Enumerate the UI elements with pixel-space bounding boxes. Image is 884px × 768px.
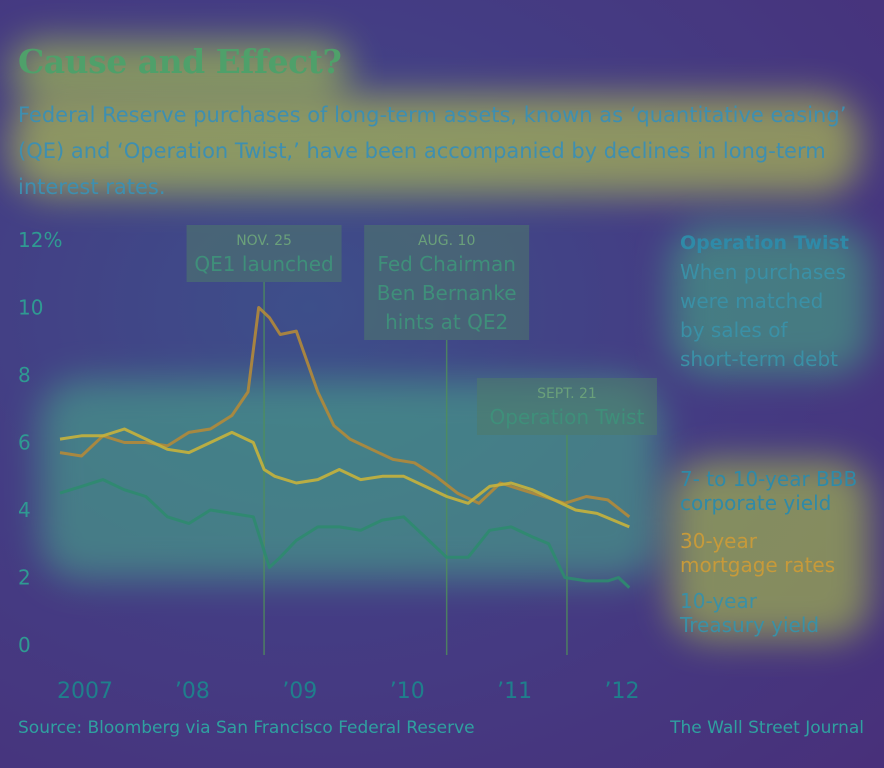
annotation-box (476, 378, 657, 435)
x-tick-label: ’12 (605, 679, 640, 704)
source-note: Source: Bloomberg via San Francisco Fede… (18, 718, 475, 738)
legend-entry-corporate: corporate yield (680, 491, 831, 515)
y-tick-label: 2 (18, 566, 31, 590)
annotation-text: QE1 launched (194, 252, 333, 276)
x-tick-label: 2007 (57, 679, 113, 704)
y-tick-label: 8 (18, 363, 31, 387)
x-tick-label: ’11 (497, 679, 532, 704)
series-line-corporate (59, 306, 631, 518)
annotation-date: AUG. 10 (418, 233, 475, 249)
x-tick-label: ’10 (390, 679, 425, 704)
annotation-date: SEPT. 21 (537, 386, 597, 402)
x-tick-label: ’09 (282, 679, 317, 704)
series-line-mortgage (59, 427, 630, 529)
series-line-treasury (59, 478, 631, 589)
sidebar-line-2: were matched (680, 289, 823, 313)
sidebar-line-3: by sales of (680, 318, 788, 342)
chart-subtitle: Federal Reserve purchases of long-term a… (18, 103, 847, 199)
y-tick-label: 12% (18, 228, 62, 252)
legend-entry-corporate: 7- to 10-year BBB (680, 467, 857, 491)
legend-entry-mortgage: 30-year (680, 529, 758, 553)
annotation-box (364, 225, 530, 340)
x-tick-label: ’08 (175, 679, 210, 704)
annotation-text: Operation Twist (489, 405, 644, 429)
y-tick-label: 0 (18, 633, 31, 657)
legend-entry-treasury: Treasury yield (679, 613, 819, 637)
legend-entry-mortgage: mortgage rates (680, 553, 835, 577)
annotation-text: Fed Chairman (377, 252, 516, 276)
annotation-text: Ben Bernanke (377, 281, 517, 305)
annotation-date: NOV. 25 (236, 233, 292, 249)
legend-entry-treasury: 10-year (680, 589, 758, 613)
annotation-text: hints at QE2 (385, 310, 508, 334)
y-tick-label: 6 (18, 431, 31, 455)
publisher-credit: The Wall Street Journal (669, 718, 864, 738)
sidebar-line-4: short-term debt (680, 347, 838, 371)
sidebar-line-1: When purchases (680, 260, 846, 284)
chart-title: Cause and Effect? (18, 42, 342, 81)
y-tick-label: 10 (18, 296, 43, 320)
y-tick-label: 4 (18, 498, 31, 522)
annotation-box (186, 225, 342, 282)
sidebar-heading: Operation Twist (680, 232, 849, 254)
